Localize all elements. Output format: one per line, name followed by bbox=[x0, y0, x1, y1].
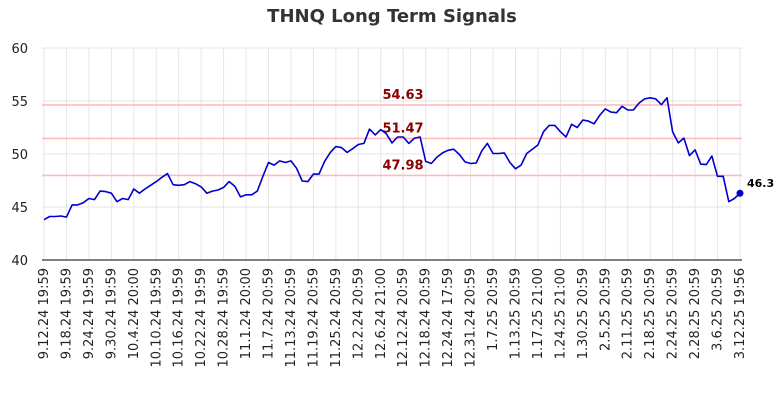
x-tick-label: 2.24.25 20:59 bbox=[666, 268, 681, 359]
x-tick-label: 11.19.24 20:59 bbox=[306, 268, 321, 368]
x-tick-label: 2.5.25 20:59 bbox=[598, 268, 613, 351]
x-tick-label: 2.11.25 20:59 bbox=[621, 268, 636, 359]
x-tick-label: 1.30.25 20:59 bbox=[576, 268, 591, 359]
x-tick-label: 10.22.24 19:59 bbox=[194, 268, 209, 368]
x-tick-label: 10.28.24 19:59 bbox=[217, 268, 232, 368]
last-point-label: 46.3 bbox=[747, 177, 774, 190]
x-tick-label: 11.25.24 20:59 bbox=[329, 268, 344, 368]
chart-title: THNQ Long Term Signals bbox=[267, 6, 517, 27]
x-tick-label: 9.18.24 19:59 bbox=[59, 268, 74, 359]
x-tick-label: 10.10.24 19:59 bbox=[149, 268, 164, 368]
x-tick-label: 12.18.24 20:59 bbox=[419, 268, 434, 368]
x-tick-label: 1.17.25 21:00 bbox=[531, 268, 546, 359]
x-tick-label: 1.13.25 20:59 bbox=[508, 268, 523, 359]
reference-label: 47.98 bbox=[382, 158, 423, 173]
x-tick-label: 10.4.24 20:00 bbox=[127, 268, 142, 359]
x-tick-label: 1.24.25 21:00 bbox=[553, 268, 568, 359]
reference-label: 51.47 bbox=[382, 121, 423, 136]
last-point-marker bbox=[736, 189, 744, 197]
x-tick-label: 11.7.24 20:59 bbox=[262, 268, 277, 359]
x-tick-label: 2.18.25 20:59 bbox=[643, 268, 658, 359]
x-tick-label: 11.13.24 20:59 bbox=[284, 268, 299, 368]
y-tick-label: 40 bbox=[11, 254, 28, 269]
x-tick-label: 9.30.24 19:59 bbox=[104, 268, 119, 359]
x-tick-label: 3.12.25 19:56 bbox=[733, 268, 748, 359]
x-tick-label: 12.6.24 21:00 bbox=[374, 268, 389, 359]
x-tick-label: 9.24.24 19:59 bbox=[82, 268, 97, 359]
y-tick-label: 45 bbox=[11, 201, 28, 216]
x-tick-label: 12.31.24 20:59 bbox=[464, 268, 479, 368]
x-tick-label: 10.16.24 19:59 bbox=[172, 268, 187, 368]
y-tick-label: 60 bbox=[11, 42, 28, 57]
x-tick-label: 1.7.25 20:59 bbox=[486, 268, 501, 351]
series-line bbox=[43, 97, 741, 221]
x-tick-label: 12.12.24 20:59 bbox=[396, 268, 411, 368]
x-tick-label: 3.6.25 20:59 bbox=[711, 268, 726, 351]
x-tick-label: 12.2.24 20:59 bbox=[351, 268, 366, 359]
y-tick-label: 50 bbox=[11, 148, 28, 163]
x-tick-label: 11.1.24 20:00 bbox=[239, 268, 254, 359]
x-tick-label: 12.24.24 17:59 bbox=[441, 268, 456, 368]
reference-label: 54.63 bbox=[382, 88, 423, 103]
y-tick-label: 55 bbox=[11, 95, 28, 110]
x-tick-label: 2.28.25 20:59 bbox=[688, 268, 703, 359]
x-tick-label: 9.12.24 19:59 bbox=[37, 268, 52, 359]
